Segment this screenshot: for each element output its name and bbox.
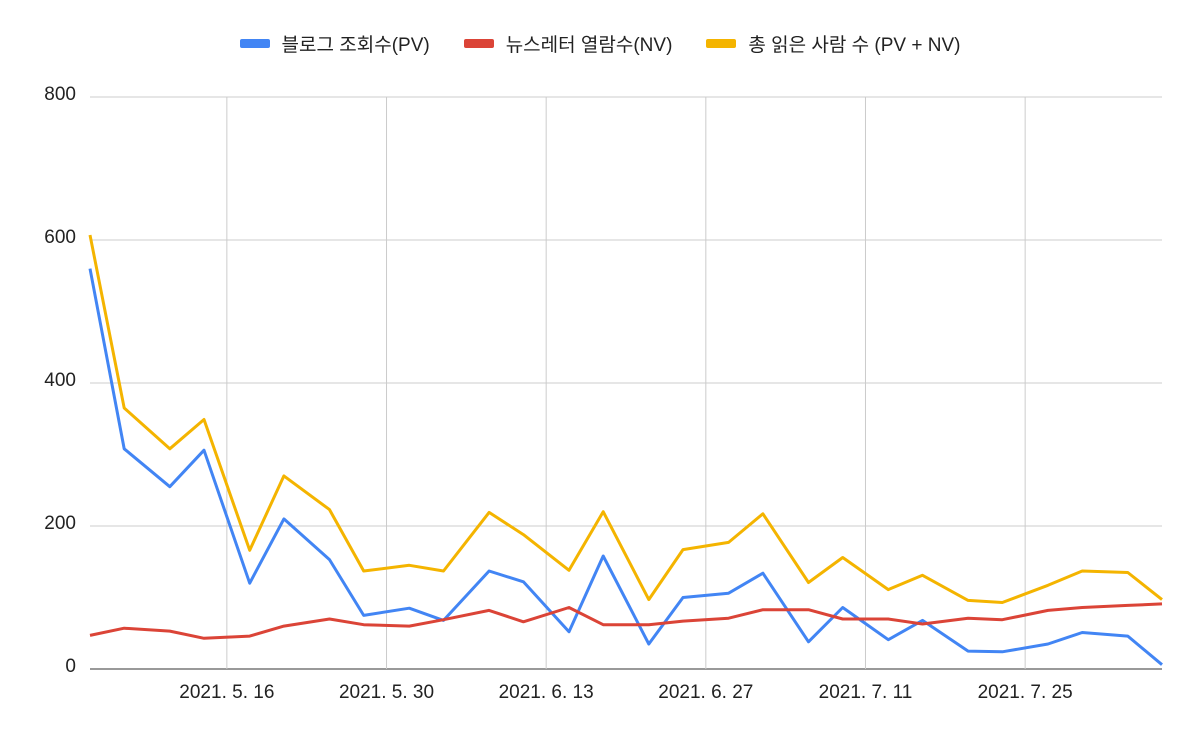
y-tick-label: 800: [44, 84, 76, 105]
legend-label: 뉴스레터 열람수(NV): [505, 35, 673, 56]
legend-item: 뉴스레터 열람수(NV): [463, 30, 673, 57]
x-tick-label: 2021. 5. 16: [179, 682, 274, 703]
legend-swatch: [706, 39, 737, 48]
x-tick-label: 2021. 5. 30: [339, 682, 434, 703]
series-line: [88, 234, 1163, 604]
legend: 블로그 조회수(PV) 뉴스레터 열람수(NV) 총 읽은 사람 수 (PV + N…: [0, 30, 1200, 57]
legend-label: 블로그 조회수(PV): [281, 35, 430, 56]
y-tick-label: 0: [65, 656, 76, 677]
x-tick-label: 2021. 7. 11: [819, 682, 913, 703]
legend-swatch: [239, 39, 270, 48]
legend-swatch: [463, 39, 494, 48]
y-tick-label: 200: [44, 513, 76, 534]
series-line: [88, 268, 1163, 666]
legend-item: 총 읽은 사람 수 (PV + NV): [706, 30, 960, 57]
legend-label: 총 읽은 사람 수 (PV + NV): [748, 35, 961, 56]
legend-item: 블로그 조회수(PV): [239, 30, 430, 57]
x-tick-label: 2021. 6. 27: [658, 682, 753, 703]
y-tick-label: 400: [44, 370, 76, 391]
series-line: [89, 602, 1163, 640]
x-tick-label: 2021. 7. 25: [978, 682, 1073, 703]
x-tick-label: 2021. 6. 13: [499, 682, 594, 703]
y-tick-label: 600: [44, 227, 76, 248]
